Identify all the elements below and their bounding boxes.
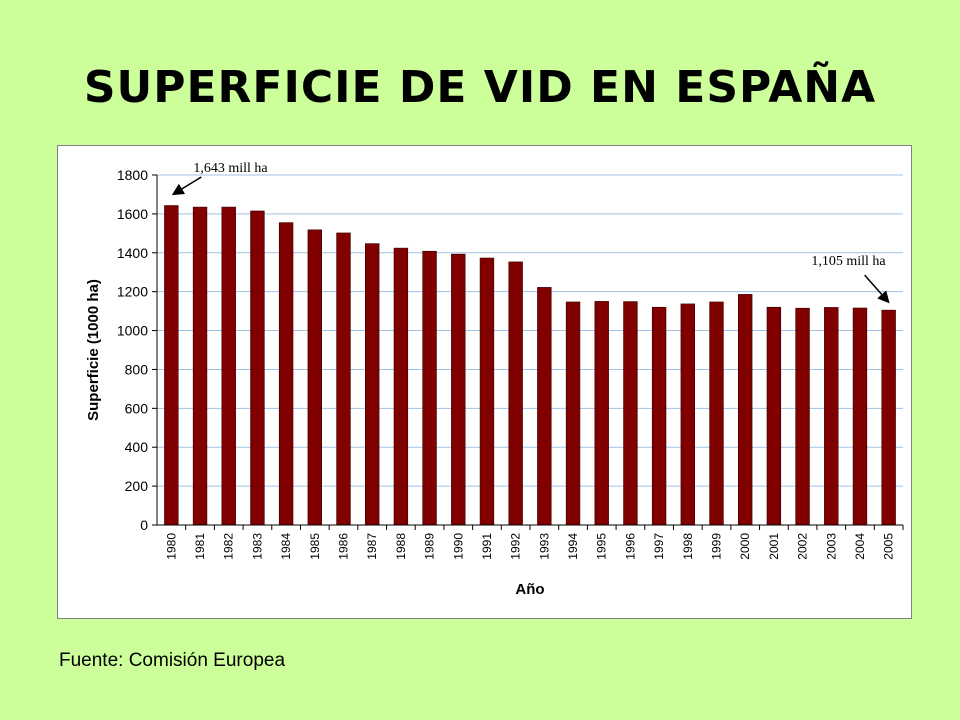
bar-1996 [623,301,638,526]
x-tick-label: 1984 [279,533,293,560]
bar-1981 [192,206,208,526]
y-tick-label: 400 [125,439,149,455]
bar-1986 [336,232,351,526]
bar-1985 [307,229,322,526]
bar-1999 [709,301,724,526]
x-tick-label: 2003 [824,533,838,560]
y-tick-label: 800 [125,361,149,377]
bar-1997 [651,306,667,526]
x-tick-label: 1998 [681,533,695,560]
bar-2001 [766,306,782,526]
x-tick-label: 1983 [250,533,264,560]
x-tick-label: 2001 [767,533,781,560]
slide-title: SUPERFICIE DE VID EN ESPAÑA [83,62,877,113]
x-tick-label: 1993 [537,533,551,560]
x-tick-label: 1985 [308,533,322,560]
x-tick-label: 1995 [595,533,609,560]
x-tick-label: 1991 [480,533,494,560]
x-axis-title: Año [515,581,544,598]
annotation-label-1980: 1,643 mill ha [193,161,268,176]
bar-2003 [824,307,839,526]
annotation-arrow-1980 [171,176,202,196]
bar-2000 [738,294,753,526]
x-tick-label: 1996 [623,533,637,560]
bar-1994 [565,301,581,526]
x-tick-label: 1994 [566,533,580,560]
x-tick-label: 2005 [882,533,896,560]
bar-1982 [221,206,236,526]
bar-1988 [393,247,409,526]
annotation-arrow-2005 [864,274,890,304]
x-tick-label: 1989 [423,533,437,560]
bar-1983 [250,210,265,526]
y-tick-label: 1200 [117,284,148,300]
bar-chart: 0 200 400 600 800 1000 1200 1400 1600 1800 1980 198… [85,161,904,598]
x-tick-label: 2004 [853,533,867,560]
bar-1987 [365,243,380,526]
source-note: Fuente: Comisión Europea [59,650,286,671]
y-axis-title: Superficie (1000 ha) [85,279,102,421]
x-tick-label: 1992 [509,533,523,560]
y-tick-label: 1400 [117,245,148,261]
bar-2005 [881,309,896,526]
y-tick-label: 1000 [117,323,148,339]
x-tick-label: 1997 [652,533,666,560]
y-tick-label: 200 [125,478,149,494]
y-tick-label: 1800 [117,167,148,183]
x-tick-label: 1980 [164,533,178,560]
chart-area: 0 200 400 600 800 1000 1200 1400 1600 1800 1980 198… [57,145,912,619]
x-tick-label: 2000 [738,533,752,560]
bar-2004 [852,307,868,526]
x-tick-label: 1987 [365,533,379,560]
x-tick-label: 1981 [193,533,207,560]
bar-1998 [680,303,695,526]
x-tick-label: 2002 [796,533,810,560]
x-tick-label: 1986 [337,533,351,560]
x-tick-label: 1999 [710,533,724,560]
y-tick-label: 1600 [117,206,148,222]
bar-1993 [537,287,552,526]
x-tick-label: 1990 [451,533,465,560]
annotation-label-2005: 1,105 mill ha [811,254,886,269]
bar-1989 [422,250,437,526]
y-tick-label: 600 [125,400,149,416]
bar-1984 [278,222,294,526]
bar-1991 [479,257,495,526]
bar-1990 [451,253,466,526]
bar-1980 [164,205,179,526]
y-tick-label: 0 [140,517,148,533]
x-tick-label: 1982 [222,533,236,560]
bar-1992 [508,261,523,526]
bar-2002 [795,307,810,526]
bar-1995 [594,301,609,526]
x-tick-label: 1988 [394,533,408,560]
